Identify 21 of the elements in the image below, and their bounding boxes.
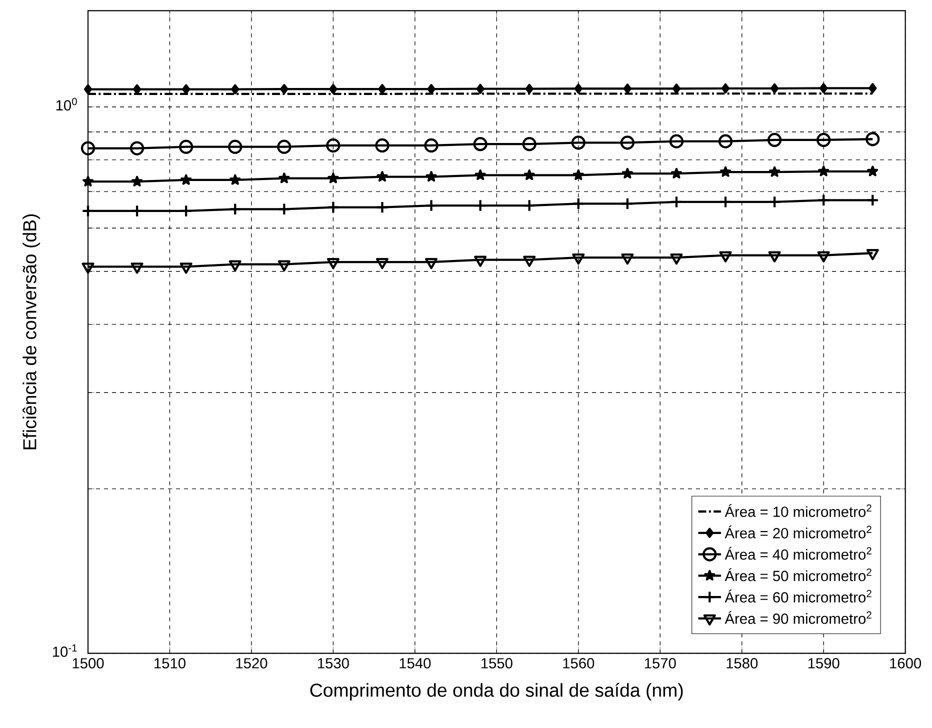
x-tick-label: 1510 (154, 658, 186, 668)
legend-label: Área = 20 micrometro$^{2}$ (724, 526, 872, 538)
legend-label: Área = 50 micrometro$^{2}$ (724, 568, 872, 582)
y-tick-label: 10$^{-1}$ (52, 644, 77, 657)
x-tick-label: 1520 (236, 658, 268, 668)
x-tick-label: 1600 (890, 658, 922, 668)
x-tick-label: 1530 (318, 658, 349, 668)
x-tick-label: 1580 (726, 658, 758, 668)
x-tick-label: 1540 (400, 658, 431, 668)
y-tick-label: 10$^{0}$ (56, 98, 77, 111)
legend-label: Área = 40 micrometro$^{2}$ (724, 546, 872, 560)
x-tick-label: 1500 (72, 658, 104, 668)
x-tick-label: 1570 (644, 658, 676, 668)
x-axis-title: Comprimento de onda do sinal de saída (nm) (310, 682, 683, 701)
x-tick-label: 1560 (563, 658, 594, 668)
y-axis-title: Eficiência de conversão (dB) (22, 214, 40, 450)
legend-label: Área = 90 micrometro$^{2}$ (724, 611, 872, 624)
x-tick-label: 1550 (481, 658, 512, 668)
legend-label: Área = 60 micrometro$^{2}$ (724, 590, 872, 603)
x-tick-label: 1590 (808, 658, 840, 668)
legend-label: Área = 10 micrometro$^{2}$ (724, 504, 872, 518)
